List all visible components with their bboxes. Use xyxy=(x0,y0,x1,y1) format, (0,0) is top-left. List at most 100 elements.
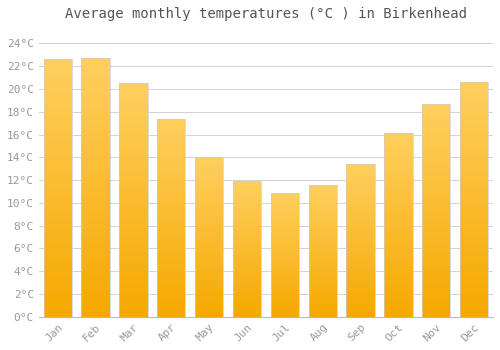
Bar xyxy=(346,195,375,198)
Bar xyxy=(384,273,412,277)
Bar xyxy=(233,249,261,252)
Bar xyxy=(195,205,224,208)
Bar xyxy=(157,214,186,218)
Bar xyxy=(346,182,375,186)
Bar xyxy=(44,275,72,281)
Bar xyxy=(233,181,261,184)
Bar xyxy=(44,90,72,95)
Bar xyxy=(233,192,261,195)
Bar xyxy=(460,139,488,143)
Bar xyxy=(195,266,224,269)
Bar xyxy=(119,191,148,195)
Bar xyxy=(384,155,412,159)
Bar xyxy=(195,304,224,307)
Bar xyxy=(346,262,375,265)
Bar xyxy=(44,286,72,291)
Bar xyxy=(422,266,450,270)
Bar xyxy=(422,300,450,304)
Bar xyxy=(460,190,488,195)
Bar xyxy=(233,292,261,295)
Bar xyxy=(44,245,72,250)
Bar xyxy=(195,180,224,183)
Bar xyxy=(308,206,337,209)
Bar xyxy=(82,141,110,146)
Bar xyxy=(195,234,224,237)
Bar xyxy=(346,164,375,167)
Bar xyxy=(195,253,224,256)
Bar xyxy=(82,136,110,141)
Bar xyxy=(233,257,261,260)
Bar xyxy=(270,235,299,237)
Bar xyxy=(157,301,186,305)
Bar xyxy=(460,101,488,106)
Bar xyxy=(422,104,450,108)
Bar xyxy=(384,240,412,244)
Bar xyxy=(157,150,186,154)
Bar xyxy=(460,162,488,167)
Bar xyxy=(460,157,488,162)
Bar xyxy=(346,225,375,228)
Bar xyxy=(346,314,375,317)
Bar xyxy=(384,229,412,232)
Bar xyxy=(82,58,110,317)
Bar xyxy=(460,293,488,298)
Bar xyxy=(195,301,224,304)
Bar xyxy=(44,95,72,100)
Bar xyxy=(195,196,224,199)
Bar xyxy=(195,164,224,167)
Bar xyxy=(422,129,450,134)
Bar xyxy=(119,149,148,153)
Bar xyxy=(195,272,224,275)
Bar xyxy=(460,153,488,157)
Bar xyxy=(460,232,488,237)
Bar xyxy=(82,177,110,182)
Bar xyxy=(384,299,412,302)
Bar xyxy=(460,204,488,209)
Bar xyxy=(346,274,375,277)
Bar xyxy=(346,164,375,317)
Bar xyxy=(422,206,450,210)
Bar xyxy=(384,159,412,163)
Bar xyxy=(308,309,337,312)
Bar xyxy=(44,281,72,286)
Bar xyxy=(460,167,488,171)
Bar xyxy=(157,182,186,186)
Bar xyxy=(384,265,412,269)
Bar xyxy=(460,176,488,181)
Bar xyxy=(233,252,261,254)
Bar xyxy=(346,191,375,195)
Bar xyxy=(308,211,337,214)
Bar xyxy=(119,181,148,186)
Bar xyxy=(119,97,148,102)
Bar xyxy=(82,58,110,63)
Bar xyxy=(82,74,110,79)
Bar xyxy=(384,302,412,306)
Bar xyxy=(119,261,148,265)
Bar xyxy=(308,245,337,248)
Bar xyxy=(346,237,375,240)
Bar xyxy=(270,307,299,309)
Bar xyxy=(44,271,72,275)
Bar xyxy=(44,106,72,111)
Bar xyxy=(195,294,224,297)
Bar xyxy=(82,203,110,208)
Bar xyxy=(157,218,186,222)
Bar xyxy=(119,228,148,233)
Bar xyxy=(195,288,224,291)
Bar xyxy=(233,208,261,211)
Bar xyxy=(82,229,110,234)
Bar xyxy=(82,250,110,255)
Bar xyxy=(82,193,110,198)
Bar xyxy=(157,126,186,131)
Bar xyxy=(422,223,450,227)
Bar xyxy=(422,215,450,219)
Bar xyxy=(460,274,488,279)
Bar xyxy=(157,122,186,126)
Bar xyxy=(384,269,412,273)
Bar xyxy=(119,93,148,97)
Bar xyxy=(308,190,337,192)
Bar xyxy=(308,282,337,285)
Bar xyxy=(384,192,412,196)
Bar xyxy=(384,133,412,317)
Bar xyxy=(308,259,337,261)
